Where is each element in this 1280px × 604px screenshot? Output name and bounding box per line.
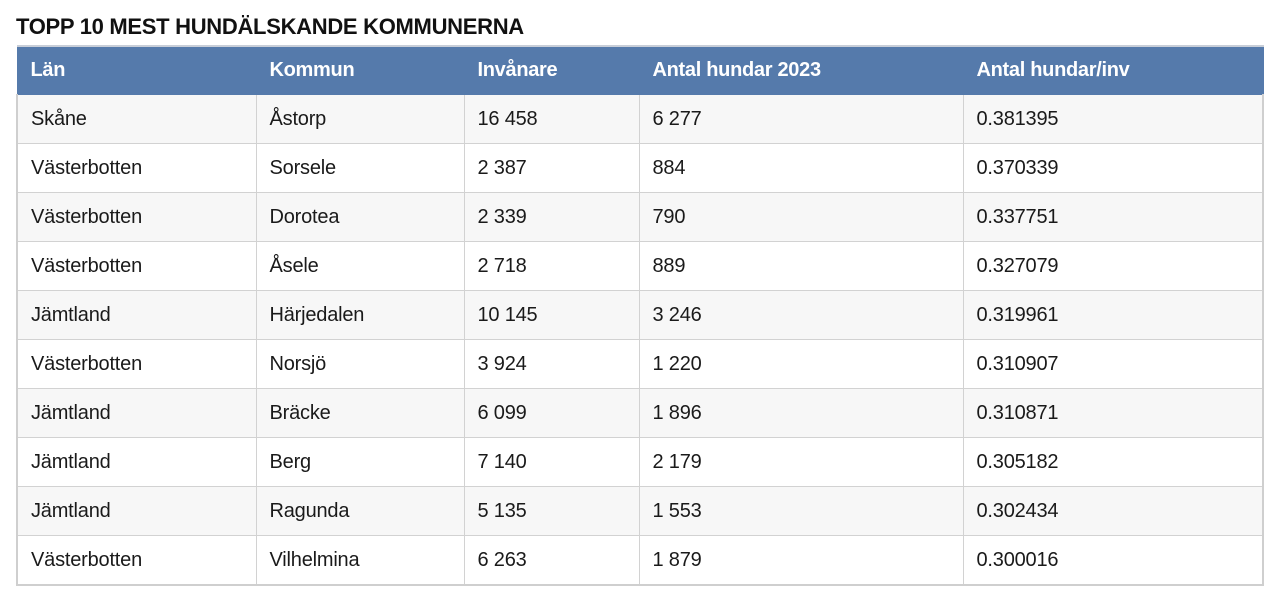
- cell-kommun: Berg: [255, 437, 465, 487]
- cell-invanare: 16 458: [463, 94, 640, 144]
- cell-hundar-per-inv: 0.310871: [962, 388, 1264, 438]
- cell-kommun: Härjedalen: [255, 290, 465, 340]
- table-body: Skåne Åstorp 16 458 6 277 0.381395 Väste…: [16, 94, 1264, 586]
- cell-antal-hundar: 1 553: [638, 486, 964, 536]
- cell-hundar-per-inv: 0.302434: [962, 486, 1264, 536]
- cell-hundar-per-inv: 0.337751: [962, 192, 1264, 242]
- table-header: Län Kommun Invånare Antal hundar 2023 An…: [16, 45, 1264, 95]
- cell-hundar-per-inv: 0.370339: [962, 143, 1264, 193]
- cell-antal-hundar: 3 246: [638, 290, 964, 340]
- cell-hundar-per-inv: 0.381395: [962, 94, 1264, 144]
- cell-antal-hundar: 2 179: [638, 437, 964, 487]
- cell-invanare: 2 718: [463, 241, 640, 291]
- cell-lan: Skåne: [16, 94, 257, 144]
- cell-hundar-per-inv: 0.310907: [962, 339, 1264, 389]
- cell-kommun: Åsele: [255, 241, 465, 291]
- column-header-lan[interactable]: Län: [16, 45, 257, 95]
- cell-invanare: 3 924: [463, 339, 640, 389]
- cell-antal-hundar: 6 277: [638, 94, 964, 144]
- cell-invanare: 7 140: [463, 437, 640, 487]
- cell-lan: Jämtland: [16, 437, 257, 487]
- header-row: Län Kommun Invånare Antal hundar 2023 An…: [16, 45, 1264, 95]
- cell-kommun: Dorotea: [255, 192, 465, 242]
- cell-invanare: 6 263: [463, 535, 640, 586]
- cell-lan: Jämtland: [16, 486, 257, 536]
- cell-hundar-per-inv: 0.327079: [962, 241, 1264, 291]
- cell-invanare: 2 339: [463, 192, 640, 242]
- table-row: Jämtland Ragunda 5 135 1 553 0.302434: [16, 486, 1264, 536]
- cell-kommun: Norsjö: [255, 339, 465, 389]
- cell-antal-hundar: 1 220: [638, 339, 964, 389]
- cell-lan: Västerbotten: [16, 192, 257, 242]
- table-row: Jämtland Bräcke 6 099 1 896 0.310871: [16, 388, 1264, 438]
- cell-lan: Västerbotten: [16, 241, 257, 291]
- cell-lan: Västerbotten: [16, 339, 257, 389]
- table-row: Västerbotten Norsjö 3 924 1 220 0.310907: [16, 339, 1264, 389]
- cell-invanare: 10 145: [463, 290, 640, 340]
- cell-antal-hundar: 1 879: [638, 535, 964, 586]
- cell-hundar-per-inv: 0.300016: [962, 535, 1264, 586]
- table-row: Västerbotten Åsele 2 718 889 0.327079: [16, 241, 1264, 291]
- cell-antal-hundar: 790: [638, 192, 964, 242]
- cell-kommun: Ragunda: [255, 486, 465, 536]
- cell-antal-hundar: 1 896: [638, 388, 964, 438]
- column-header-hundar-per-inv[interactable]: Antal hundar/inv: [962, 45, 1264, 95]
- table-row: Västerbotten Dorotea 2 339 790 0.337751: [16, 192, 1264, 242]
- cell-invanare: 5 135: [463, 486, 640, 536]
- table-row: Jämtland Härjedalen 10 145 3 246 0.31996…: [16, 290, 1264, 340]
- table-row: Västerbotten Sorsele 2 387 884 0.370339: [16, 143, 1264, 193]
- cell-hundar-per-inv: 0.305182: [962, 437, 1264, 487]
- cell-antal-hundar: 889: [638, 241, 964, 291]
- cell-hundar-per-inv: 0.319961: [962, 290, 1264, 340]
- cell-lan: Västerbotten: [16, 143, 257, 193]
- cell-kommun: Åstorp: [255, 94, 465, 144]
- cell-lan: Jämtland: [16, 388, 257, 438]
- cell-kommun: Sorsele: [255, 143, 465, 193]
- cell-kommun: Vilhelmina: [255, 535, 465, 586]
- column-header-antal-hundar[interactable]: Antal hundar 2023: [638, 45, 964, 95]
- table-row: Västerbotten Vilhelmina 6 263 1 879 0.30…: [16, 535, 1264, 586]
- table-row: Skåne Åstorp 16 458 6 277 0.381395: [16, 94, 1264, 144]
- cell-lan: Västerbotten: [16, 535, 257, 586]
- column-header-invanare[interactable]: Invånare: [463, 45, 640, 95]
- cell-invanare: 2 387: [463, 143, 640, 193]
- dog-density-table: Län Kommun Invånare Antal hundar 2023 An…: [16, 45, 1264, 586]
- cell-antal-hundar: 884: [638, 143, 964, 193]
- cell-invanare: 6 099: [463, 388, 640, 438]
- cell-lan: Jämtland: [16, 290, 257, 340]
- table-title: TOPP 10 MEST HUNDÄLSKANDE KOMMUNERNA: [16, 14, 524, 39]
- cell-kommun: Bräcke: [255, 388, 465, 438]
- column-header-kommun[interactable]: Kommun: [255, 45, 465, 95]
- table-row: Jämtland Berg 7 140 2 179 0.305182: [16, 437, 1264, 487]
